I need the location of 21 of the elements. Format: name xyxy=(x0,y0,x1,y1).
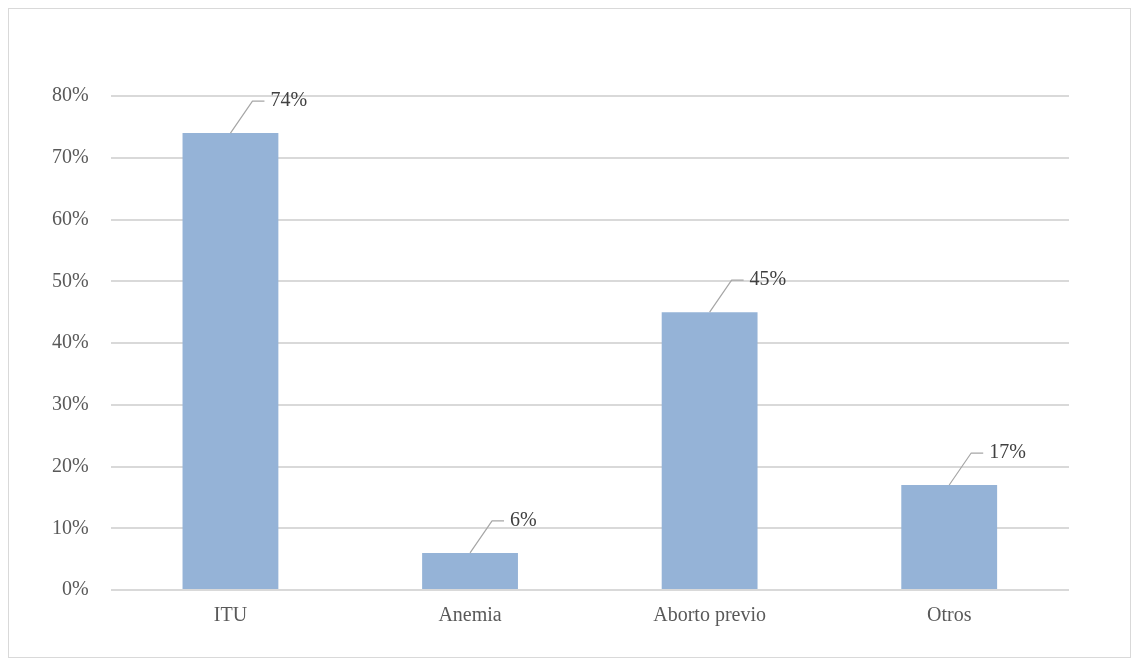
y-tick-label: 10% xyxy=(51,515,89,538)
x-tick-label: Anemia xyxy=(438,603,502,626)
y-tick-label: 60% xyxy=(51,206,89,229)
data-label: 45% xyxy=(749,267,787,290)
y-tick-label: 0% xyxy=(61,577,89,600)
bar xyxy=(182,133,279,589)
y-tick-label: 30% xyxy=(51,392,89,414)
y-tick-label: 70% xyxy=(51,145,89,167)
bar xyxy=(661,312,758,589)
data-label: 74% xyxy=(270,88,308,111)
x-tick-label: Aborto previo xyxy=(653,603,767,627)
y-tick-label: 80% xyxy=(51,83,89,106)
data-label: 17% xyxy=(989,440,1026,463)
x-tick-label: ITU xyxy=(213,603,248,626)
y-tick-label: 20% xyxy=(51,453,89,476)
y-tick-label: 50% xyxy=(51,268,89,291)
bar xyxy=(901,485,998,589)
data-label: 6% xyxy=(510,508,537,531)
y-tick-label: 40% xyxy=(51,330,89,353)
bar xyxy=(422,552,518,589)
x-tick-label: Otros xyxy=(926,603,972,626)
